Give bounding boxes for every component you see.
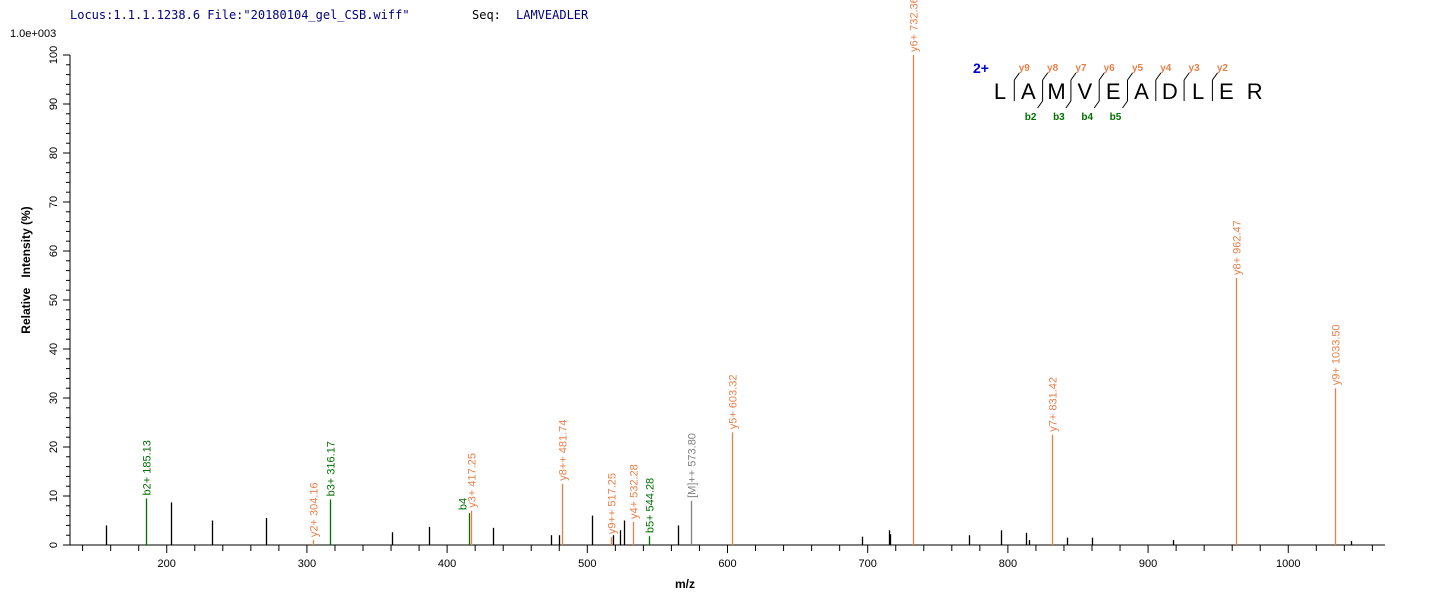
x-tick-label: 1000 xyxy=(1276,558,1300,570)
y-tick-label: 30 xyxy=(48,392,60,404)
peak-label: y6+ 732.36 xyxy=(909,0,921,52)
peptide-residue: A xyxy=(1134,79,1149,104)
x-tick-label: 800 xyxy=(999,558,1017,570)
peak-label: y5+ 603.32 xyxy=(728,375,740,430)
y-ion-bracket xyxy=(1127,72,1133,81)
x-tick-label: 500 xyxy=(578,558,596,570)
y-ion-label: y2 xyxy=(1217,63,1229,74)
peptide-residue: E xyxy=(1219,79,1234,104)
peak-label: b3+ 316.17 xyxy=(326,441,338,496)
peptide-residue: A xyxy=(1021,79,1036,104)
peak-label: y2+ 304.16 xyxy=(309,482,321,537)
y-tick-label: 90 xyxy=(48,98,60,110)
y-ion-bracket xyxy=(1098,72,1105,81)
x-tick-label: 400 xyxy=(438,558,456,570)
peak-label: y8++ 481.74 xyxy=(558,420,570,481)
y-ion-label: y5 xyxy=(1132,63,1144,74)
y-ion-label: y3 xyxy=(1189,63,1201,74)
y-ion-label: y6 xyxy=(1104,63,1116,74)
peak-label: y3+ 417.25 xyxy=(467,453,479,508)
intensity-scale: 1.0e+003 xyxy=(10,28,56,40)
peptide-residue: E xyxy=(1106,79,1121,104)
y-tick-label: 0 xyxy=(48,542,60,548)
peak-label: y9++ 517.25 xyxy=(607,473,619,534)
y-ion-bracket xyxy=(1042,72,1049,81)
y-ion-bracket xyxy=(1070,72,1077,81)
b-ion-label: b4 xyxy=(1081,112,1093,123)
peptide-residue: L xyxy=(994,79,1006,104)
locus-header: Locus:1.1.1.1238.6 File:"20180104_gel_CS… xyxy=(70,8,410,22)
y-tick-label: 80 xyxy=(48,147,60,159)
peak-label: y9+ 1033.50 xyxy=(1331,324,1343,385)
x-tick-label: 300 xyxy=(298,558,316,570)
y-tick-label: 70 xyxy=(48,196,60,208)
charge-state: 2+ xyxy=(973,60,989,76)
y-tick-label: 100 xyxy=(48,46,60,64)
b-ion-label: b5 xyxy=(1110,112,1122,123)
y-tick-label: 40 xyxy=(48,343,60,355)
y-tick-label: 60 xyxy=(48,245,60,257)
peptide-residue: V xyxy=(1078,79,1093,104)
x-tick-label: 900 xyxy=(1139,558,1157,570)
y-axis-label: Relative Intensity (%) xyxy=(19,206,33,333)
b-ion-label: b2 xyxy=(1025,112,1037,123)
x-tick-label: 700 xyxy=(859,558,877,570)
peak-label: y7+ 831.42 xyxy=(1048,377,1060,432)
y-ion-label: y4 xyxy=(1160,63,1172,74)
seq-value: LAMVEADLER xyxy=(516,8,589,22)
y-ion-label: y8 xyxy=(1047,63,1059,74)
y-tick-label: 20 xyxy=(48,441,60,453)
x-tick-label: 600 xyxy=(718,558,736,570)
b-ion-bracket xyxy=(1065,100,1072,109)
y-tick-label: 10 xyxy=(48,490,60,502)
seq-label: Seq: xyxy=(472,8,501,22)
b-ion-bracket xyxy=(1037,100,1044,109)
y-tick-label: 50 xyxy=(48,294,60,306)
peptide-residue: L xyxy=(1192,79,1204,104)
peak-label: b5+ 544.28 xyxy=(645,478,657,533)
y-ion-bracket xyxy=(1211,72,1218,81)
peptide-residue: M xyxy=(1047,79,1065,104)
y-ion-bracket xyxy=(1183,72,1190,81)
peak-label: [M]++ 573.80 xyxy=(687,433,699,498)
y-ion-bracket xyxy=(1013,72,1020,81)
x-tick-label: 200 xyxy=(158,558,176,570)
peak-label: y8+ 962.47 xyxy=(1232,220,1244,275)
y-ion-bracket xyxy=(1155,72,1162,81)
b-ion-bracket xyxy=(1093,100,1100,109)
y-ion-label: y9 xyxy=(1019,63,1031,74)
peak-label: b4 xyxy=(458,498,470,510)
peptide-residue: R xyxy=(1247,79,1263,104)
peak-label: b2+ 185.13 xyxy=(142,440,154,495)
x-axis-label: m/z xyxy=(675,577,695,591)
peptide-residue: D xyxy=(1162,79,1178,104)
y-ion-label: y7 xyxy=(1075,63,1087,74)
b-ion-bracket xyxy=(1122,100,1128,109)
b-ion-label: b3 xyxy=(1053,112,1065,123)
peak-label: y4+ 532.28 xyxy=(629,464,641,519)
